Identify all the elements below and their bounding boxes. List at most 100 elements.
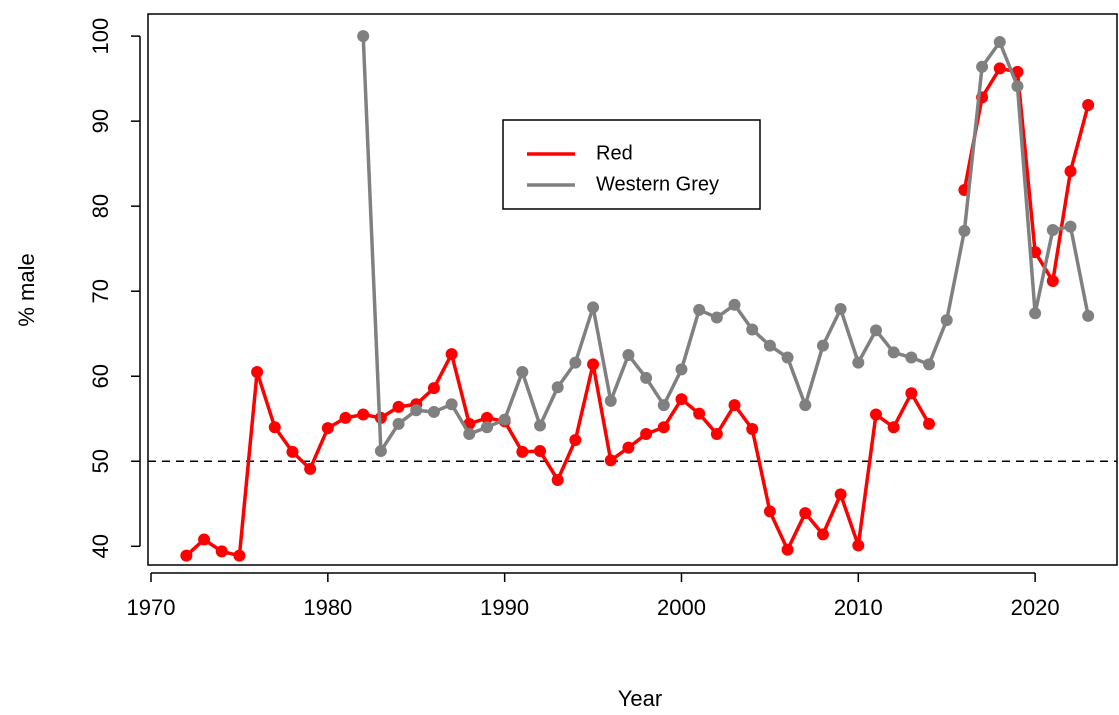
data-point [534, 419, 547, 432]
x-axis-label: Year [618, 686, 662, 711]
data-point [587, 301, 600, 314]
data-point [321, 422, 334, 435]
legend-box [502, 119, 761, 210]
data-point [923, 358, 936, 371]
data-point [569, 434, 582, 447]
data-point [357, 408, 370, 421]
data-point [463, 428, 476, 441]
y-tick-label: 70 [88, 279, 113, 303]
data-point [587, 358, 600, 371]
data-point [728, 298, 741, 311]
x-tick-label: 2000 [657, 595, 706, 620]
legend: Red Western Grey [502, 119, 761, 210]
data-point [834, 303, 847, 316]
data-point [781, 543, 794, 556]
data-point [746, 422, 759, 435]
data-point [710, 311, 723, 324]
data-point [816, 528, 829, 541]
data-point [215, 545, 228, 558]
data-point [1046, 274, 1059, 287]
data-point [410, 404, 423, 417]
data-point [357, 30, 370, 43]
data-point [304, 462, 317, 475]
data-point [958, 224, 971, 237]
data-point [657, 421, 670, 434]
data-point [480, 421, 493, 434]
data-point [640, 428, 653, 441]
data-point [657, 399, 670, 412]
x-tick-label: 2020 [1011, 595, 1060, 620]
data-point [1046, 223, 1059, 236]
data-point [198, 533, 211, 546]
data-point [887, 421, 900, 434]
data-point [551, 473, 564, 486]
data-point [869, 408, 882, 421]
data-point [374, 445, 387, 458]
data-point [1082, 309, 1095, 322]
data-point [622, 348, 635, 361]
series-line [361, 36, 1090, 457]
data-point [675, 363, 688, 376]
data-point [799, 399, 812, 412]
data-point [551, 381, 564, 394]
data-point [693, 407, 706, 420]
data-point [445, 398, 458, 411]
data-point [1064, 165, 1077, 178]
data-point [869, 324, 882, 337]
y-tick-label: 40 [88, 534, 113, 558]
data-point [640, 371, 653, 384]
data-point [905, 351, 918, 364]
data-point [816, 339, 829, 352]
data-point [286, 445, 299, 458]
data-point [516, 365, 529, 378]
data-point [516, 445, 529, 458]
data-point [852, 539, 865, 552]
data-point [1064, 220, 1077, 233]
y-tick-label: 60 [88, 364, 113, 388]
y-axis-label: % male [14, 253, 39, 326]
legend-label: Red [596, 142, 633, 164]
x-tick-label: 2010 [834, 595, 883, 620]
data-point [710, 428, 723, 441]
data-point [480, 411, 493, 424]
data-point [799, 507, 812, 520]
data-point [993, 62, 1006, 75]
data-point [427, 382, 440, 395]
x-tick-label: 1980 [303, 595, 352, 620]
x-tick-label: 1970 [127, 595, 176, 620]
data-point [233, 549, 246, 562]
data-point [834, 488, 847, 501]
data-point [445, 348, 458, 361]
data-point [905, 387, 918, 400]
data-point [569, 356, 582, 369]
x-tick-label: 1990 [480, 595, 529, 620]
data-point [534, 445, 547, 458]
data-point [1082, 98, 1095, 111]
y-tick-label: 80 [88, 194, 113, 218]
data-point [693, 303, 706, 316]
data-point [993, 36, 1006, 49]
data-point [339, 411, 352, 424]
data-point [940, 314, 953, 327]
data-point [675, 393, 688, 406]
data-point [1011, 80, 1024, 93]
y-tick-label: 100 [88, 18, 113, 55]
data-point [180, 549, 193, 562]
plot-frame [147, 13, 1118, 566]
data-point [268, 421, 281, 434]
data-point [392, 417, 405, 430]
data-point [781, 351, 794, 364]
data-point [604, 454, 617, 467]
data-point [498, 413, 511, 426]
data-point [852, 356, 865, 369]
data-point [923, 417, 936, 430]
data-point [887, 346, 900, 359]
y-tick-label: 90 [88, 109, 113, 133]
data-point [604, 394, 617, 407]
y-tick-label: 50 [88, 449, 113, 473]
legend-label: Western Grey [596, 173, 719, 195]
data-point [427, 405, 440, 418]
data-point [1029, 307, 1042, 320]
data-point [746, 323, 759, 336]
